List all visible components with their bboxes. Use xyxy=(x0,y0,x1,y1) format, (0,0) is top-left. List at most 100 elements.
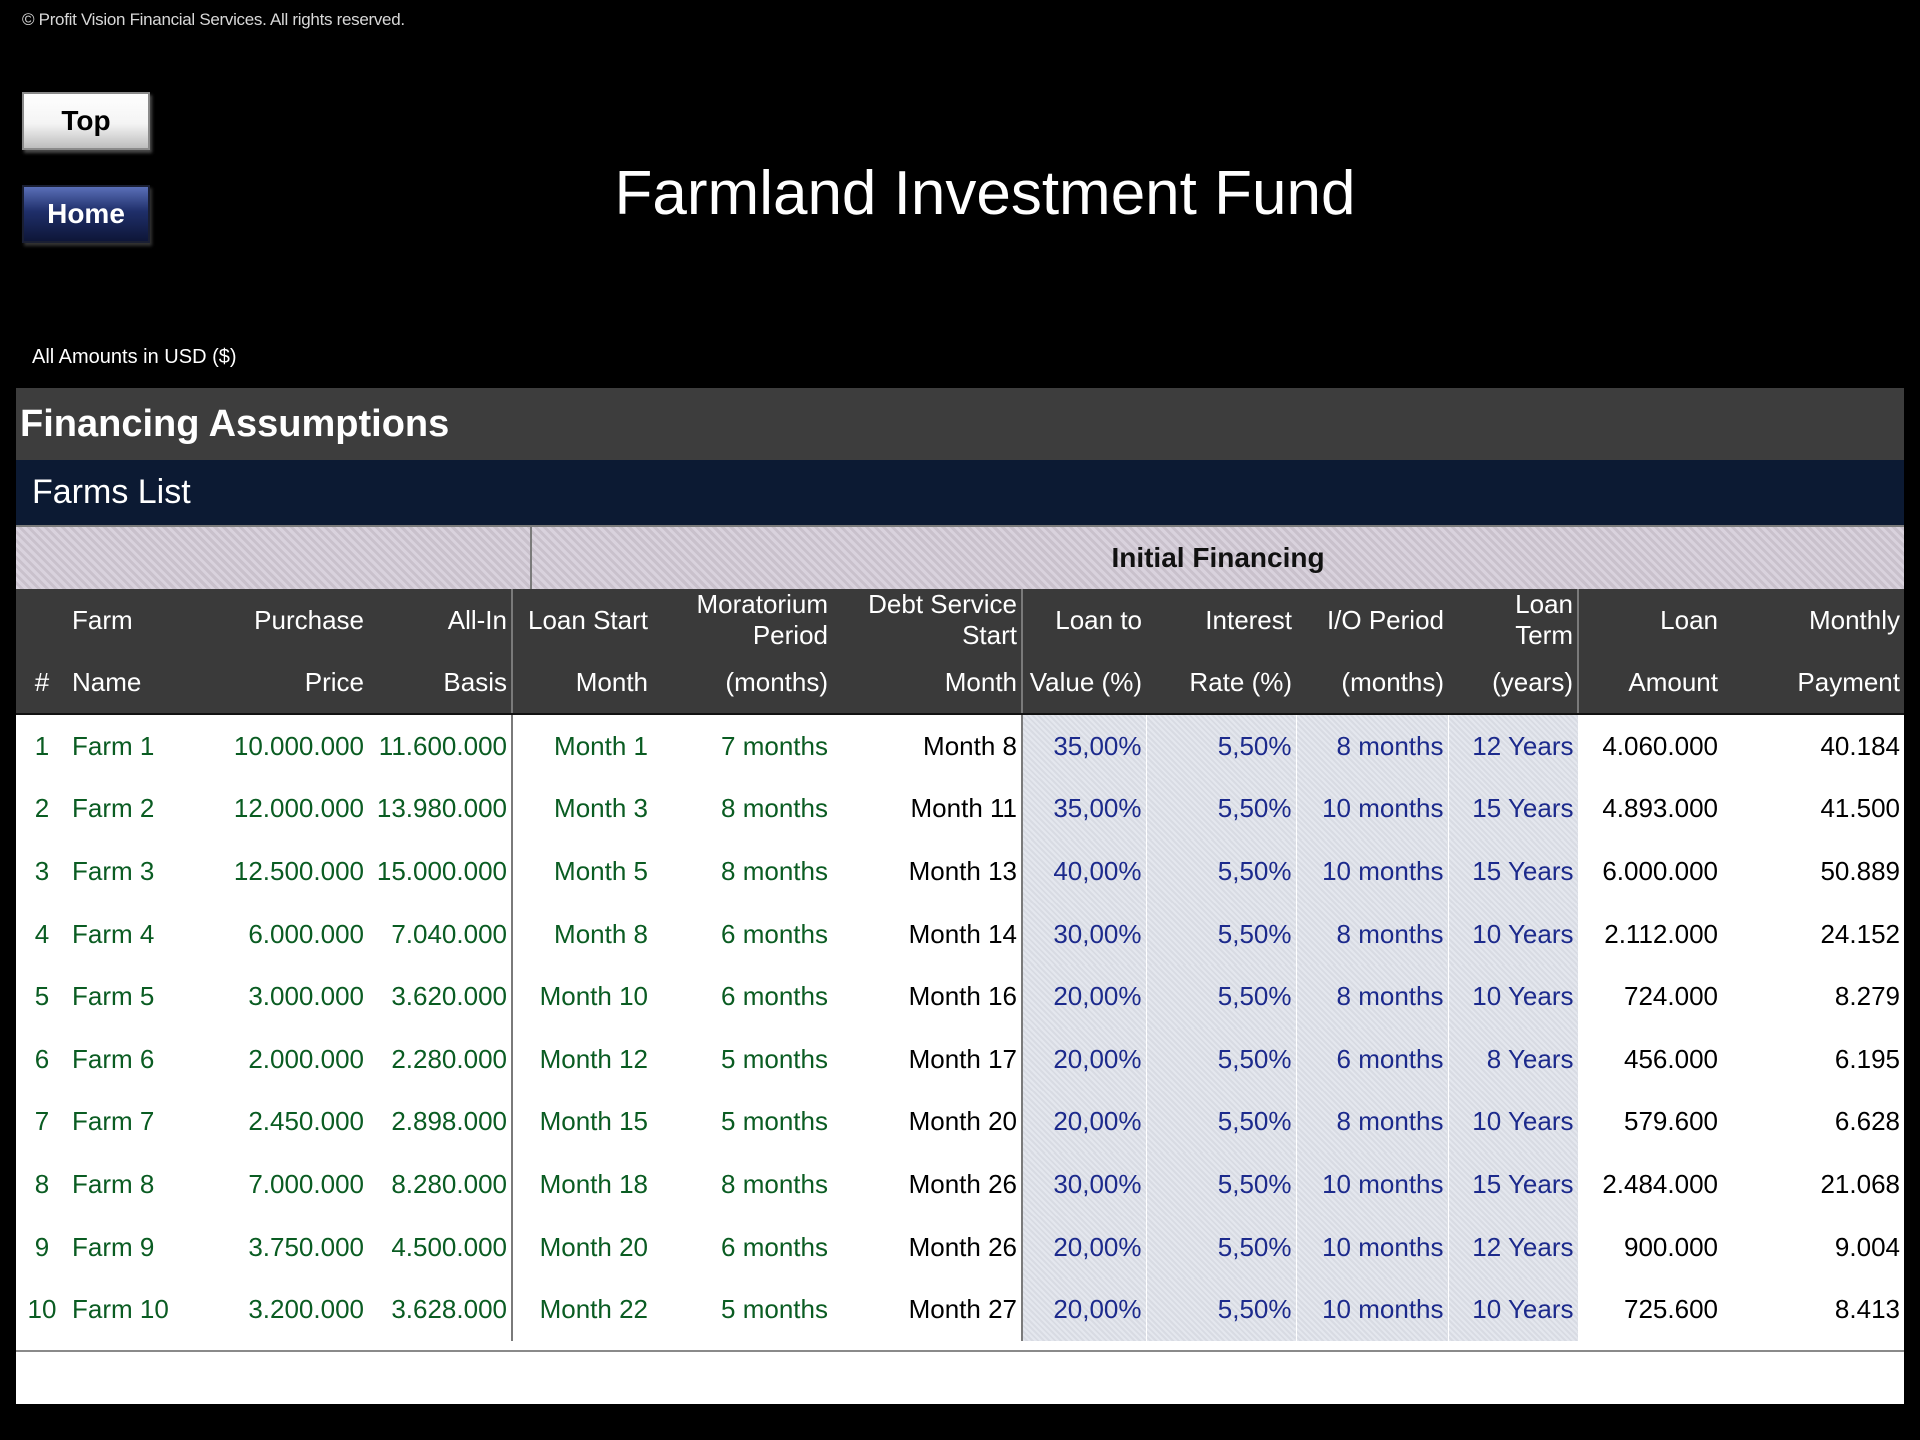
cell-moratorium: 8 months xyxy=(652,777,832,841)
cell-loan-start: Month 8 xyxy=(512,902,652,966)
cell-loan-term[interactable]: 15 Years xyxy=(1448,777,1579,841)
table-row: 8 Farm 8 7.000.000 8.280.000 Month 18 8 month… xyxy=(16,1153,1904,1216)
cell-loan-amount: 2.112.000 xyxy=(1578,902,1722,966)
cell-purchase-price: 3.200.000 xyxy=(218,1278,368,1341)
cell-loan-to-value[interactable]: 20,00% xyxy=(1022,965,1147,1028)
cell-all-in-basis: 15.000.000 xyxy=(368,840,513,903)
cell-io-period[interactable]: 10 months xyxy=(1296,1153,1449,1216)
cell-loan-to-value[interactable]: 30,00% xyxy=(1022,1153,1147,1216)
col-header-loan-start: Loan Start xyxy=(512,589,652,651)
cell-index: 7 xyxy=(16,1090,68,1154)
cell-interest-rate[interactable]: 5,50% xyxy=(1146,777,1297,841)
group-header-initial-financing: Initial Financing xyxy=(532,527,1904,589)
cell-farm-name: Farm 6 xyxy=(68,1027,218,1091)
cell-purchase-price: 2.450.000 xyxy=(218,1090,368,1154)
cell-monthly-payment: 41.500 xyxy=(1722,777,1904,841)
cell-loan-start: Month 1 xyxy=(512,714,652,778)
cell-io-period[interactable]: 8 months xyxy=(1296,965,1449,1028)
cell-interest-rate[interactable]: 5,50% xyxy=(1146,840,1297,903)
cell-loan-term[interactable]: 10 Years xyxy=(1448,1278,1579,1341)
col-header-moratorium-2: (months) xyxy=(652,651,832,715)
cell-interest-rate[interactable]: 5,50% xyxy=(1146,1278,1297,1341)
cell-loan-term[interactable]: 8 Years xyxy=(1448,1027,1579,1091)
cell-loan-to-value[interactable]: 20,00% xyxy=(1022,1027,1147,1091)
cell-loan-term[interactable]: 15 Years xyxy=(1448,1153,1579,1216)
cell-interest-rate[interactable]: 5,50% xyxy=(1146,1215,1297,1279)
home-button[interactable]: Home xyxy=(22,185,150,243)
cell-io-period[interactable]: 10 months xyxy=(1296,777,1449,841)
cell-io-period[interactable]: 8 months xyxy=(1296,1090,1449,1154)
table-row: 7 Farm 7 2.450.000 2.898.000 Month 15 5 month… xyxy=(16,1090,1904,1154)
cell-monthly-payment: 24.152 xyxy=(1722,902,1904,966)
cell-loan-to-value[interactable]: 20,00% xyxy=(1022,1215,1147,1279)
cell-all-in-basis: 3.628.000 xyxy=(368,1278,513,1341)
cell-monthly-payment: 6.195 xyxy=(1722,1027,1904,1091)
cell-loan-start: Month 12 xyxy=(512,1027,652,1091)
cell-purchase-price: 3.000.000 xyxy=(218,965,368,1028)
cell-io-period[interactable]: 10 months xyxy=(1296,1278,1449,1341)
col-header-farm-name-2: Name xyxy=(68,651,218,715)
cell-loan-term[interactable]: 12 Years xyxy=(1448,1215,1579,1279)
cell-loan-to-value[interactable]: 35,00% xyxy=(1022,714,1147,778)
cell-moratorium: 6 months xyxy=(652,902,832,966)
cell-farm-name: Farm 7 xyxy=(68,1090,218,1154)
cell-moratorium: 8 months xyxy=(652,840,832,903)
cell-loan-start: Month 20 xyxy=(512,1215,652,1279)
cell-loan-to-value[interactable]: 20,00% xyxy=(1022,1090,1147,1154)
financing-panel: Financing Assumptions Farms List Initial… xyxy=(16,388,1904,1404)
cell-io-period[interactable]: 8 months xyxy=(1296,714,1449,778)
copyright-text: © Profit Vision Financial Services. All … xyxy=(22,10,405,29)
cell-loan-term[interactable]: 10 Years xyxy=(1448,1090,1579,1154)
cell-interest-rate[interactable]: 5,50% xyxy=(1146,902,1297,966)
col-header-interest-rate-2: Rate (%) xyxy=(1146,651,1296,715)
col-header-loan-term-2: (years) xyxy=(1448,651,1579,715)
cell-farm-name: Farm 3 xyxy=(68,840,218,903)
cell-io-period[interactable]: 8 months xyxy=(1296,902,1449,966)
cell-monthly-payment: 6.628 xyxy=(1722,1090,1904,1154)
top-button[interactable]: Top xyxy=(22,92,150,150)
table-row: 9 Farm 9 3.750.000 4.500.000 Month 20 6 month… xyxy=(16,1215,1904,1279)
cell-loan-term[interactable]: 10 Years xyxy=(1448,965,1579,1028)
col-header-farm-name: Farm xyxy=(68,589,218,651)
col-header-io-period-2: (months) xyxy=(1296,651,1448,715)
cell-debt-service-start: Month 20 xyxy=(832,1090,1023,1154)
cell-interest-rate[interactable]: 5,50% xyxy=(1146,1153,1297,1216)
cell-farm-name: Farm 10 xyxy=(68,1278,218,1341)
col-header-debt-service-start-2: Month xyxy=(832,651,1023,715)
cell-index: 10 xyxy=(16,1278,68,1341)
table-footer xyxy=(16,1350,1904,1404)
cell-loan-to-value[interactable]: 35,00% xyxy=(1022,777,1147,841)
cell-interest-rate[interactable]: 5,50% xyxy=(1146,1027,1297,1091)
cell-purchase-price: 7.000.000 xyxy=(218,1153,368,1216)
cell-loan-start: Month 15 xyxy=(512,1090,652,1154)
cell-loan-to-value[interactable]: 30,00% xyxy=(1022,902,1147,966)
cell-loan-to-value[interactable]: 20,00% xyxy=(1022,1278,1147,1341)
cell-debt-service-start: Month 17 xyxy=(832,1027,1023,1091)
cell-io-period[interactable]: 10 months xyxy=(1296,1215,1449,1279)
cell-index: 4 xyxy=(16,902,68,966)
section-title: Financing Assumptions xyxy=(16,388,1904,460)
cell-loan-start: Month 10 xyxy=(512,965,652,1028)
cell-loan-start: Month 18 xyxy=(512,1153,652,1216)
col-header-purchase-price-2: Price xyxy=(218,651,368,715)
cell-monthly-payment: 50.889 xyxy=(1722,840,1904,903)
col-header-loan-to-value-2: Value (%) xyxy=(1022,651,1146,715)
cell-index: 6 xyxy=(16,1027,68,1091)
cell-interest-rate[interactable]: 5,50% xyxy=(1146,965,1297,1028)
cell-farm-name: Farm 8 xyxy=(68,1153,218,1216)
cell-interest-rate[interactable]: 5,50% xyxy=(1146,714,1297,778)
cell-loan-term[interactable]: 10 Years xyxy=(1448,902,1579,966)
cell-index: 8 xyxy=(16,1153,68,1216)
header-row-1: Farm Purchase All-In Loan Start Moratori… xyxy=(16,589,1904,651)
page-title: Farmland Investment Fund xyxy=(614,159,1356,228)
cell-io-period[interactable]: 6 months xyxy=(1296,1027,1449,1091)
cell-io-period[interactable]: 10 months xyxy=(1296,840,1449,903)
col-header-io-period: I/O Period xyxy=(1296,589,1448,651)
cell-all-in-basis: 11.600.000 xyxy=(368,714,513,778)
group-header-row: Initial Financing xyxy=(16,525,1904,589)
col-header-all-in-basis: All-In xyxy=(368,589,513,651)
cell-loan-term[interactable]: 12 Years xyxy=(1448,714,1579,778)
cell-interest-rate[interactable]: 5,50% xyxy=(1146,1090,1297,1154)
cell-loan-term[interactable]: 15 Years xyxy=(1448,840,1579,903)
cell-loan-to-value[interactable]: 40,00% xyxy=(1022,840,1147,903)
